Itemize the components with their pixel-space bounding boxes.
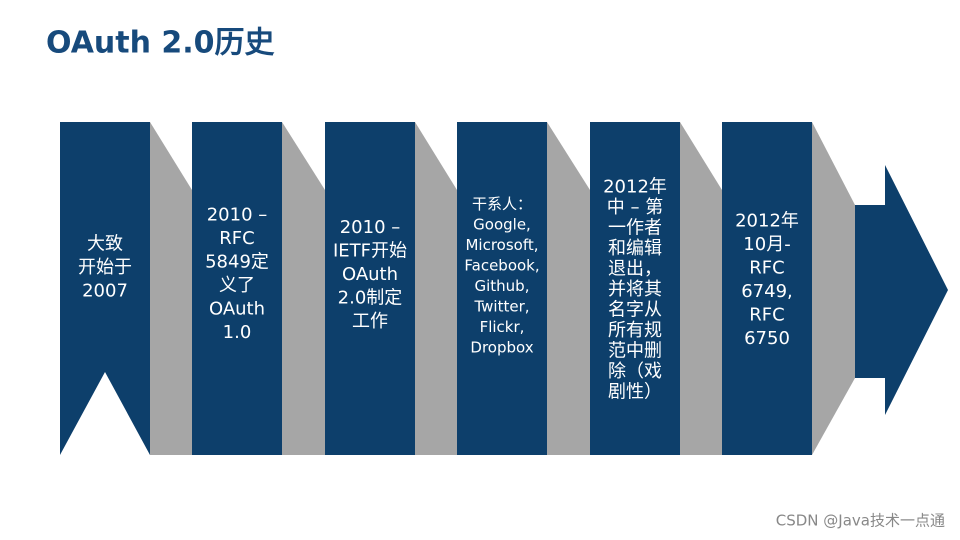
step-text: Github, [475, 277, 530, 295]
step-text: 10月- [743, 234, 790, 255]
step-text: RFC [749, 257, 784, 278]
step-text: 名字从 [608, 300, 662, 321]
step-text: 义了 [219, 275, 255, 296]
step-text: Twitter, [473, 297, 529, 315]
block [192, 122, 282, 455]
step-text: Facebook, [464, 256, 539, 274]
connector [680, 122, 722, 455]
step-text: 干系人： [472, 195, 532, 213]
connector [150, 122, 192, 455]
step-text: 2012年 [603, 177, 667, 198]
step-text: Flickr, [480, 318, 525, 336]
step-text: 2.0制定 [338, 288, 403, 309]
step-text: Google, [473, 215, 531, 233]
watermark: CSDN @Java技术一点通 [776, 512, 945, 530]
connector [415, 122, 457, 455]
blocks [60, 122, 948, 455]
step-text: 并将其 [608, 279, 662, 300]
start-banner [60, 122, 150, 455]
step-text: 6749, [741, 281, 793, 302]
step-text: 大致 [87, 234, 123, 255]
step-text: 退出， [608, 259, 662, 280]
arrow [855, 165, 948, 415]
step-text: 除（戏 [608, 361, 662, 382]
step-text: 所有规 [608, 320, 662, 341]
step-text: 2010 – [340, 217, 401, 238]
step-text: OAuth [209, 298, 265, 319]
block [722, 122, 812, 455]
title: OAuth 2.0历史 [46, 26, 275, 61]
step-text: RFC [749, 304, 784, 325]
step-text: 和编辑 [608, 238, 662, 259]
block [325, 122, 415, 455]
step-text: 开始于 [78, 257, 132, 278]
step-text: 2007 [82, 281, 128, 302]
step-text: Dropbox [470, 338, 533, 356]
connector [282, 122, 325, 455]
block [590, 122, 680, 455]
step-text: 剧性） [608, 382, 662, 403]
step-text: 中 – 第 [607, 197, 663, 218]
step-text: 一作者 [608, 218, 662, 239]
connectors [150, 122, 855, 455]
connector [547, 122, 590, 455]
connector [812, 122, 855, 455]
step-text: 1.0 [223, 322, 252, 343]
step-text: 2010 – [207, 204, 268, 225]
step-text: RFC [219, 228, 254, 249]
step-text: OAuth [342, 264, 398, 285]
step-text: 2012年 [735, 210, 799, 231]
step-text: 范中删 [608, 341, 662, 362]
step-text: 6750 [744, 328, 790, 349]
step-text: 5849定 [205, 251, 269, 272]
block [457, 122, 547, 455]
step-text: IETF开始 [333, 241, 407, 262]
step-text: 工作 [352, 311, 388, 332]
step-text: Microsoft, [465, 236, 538, 254]
